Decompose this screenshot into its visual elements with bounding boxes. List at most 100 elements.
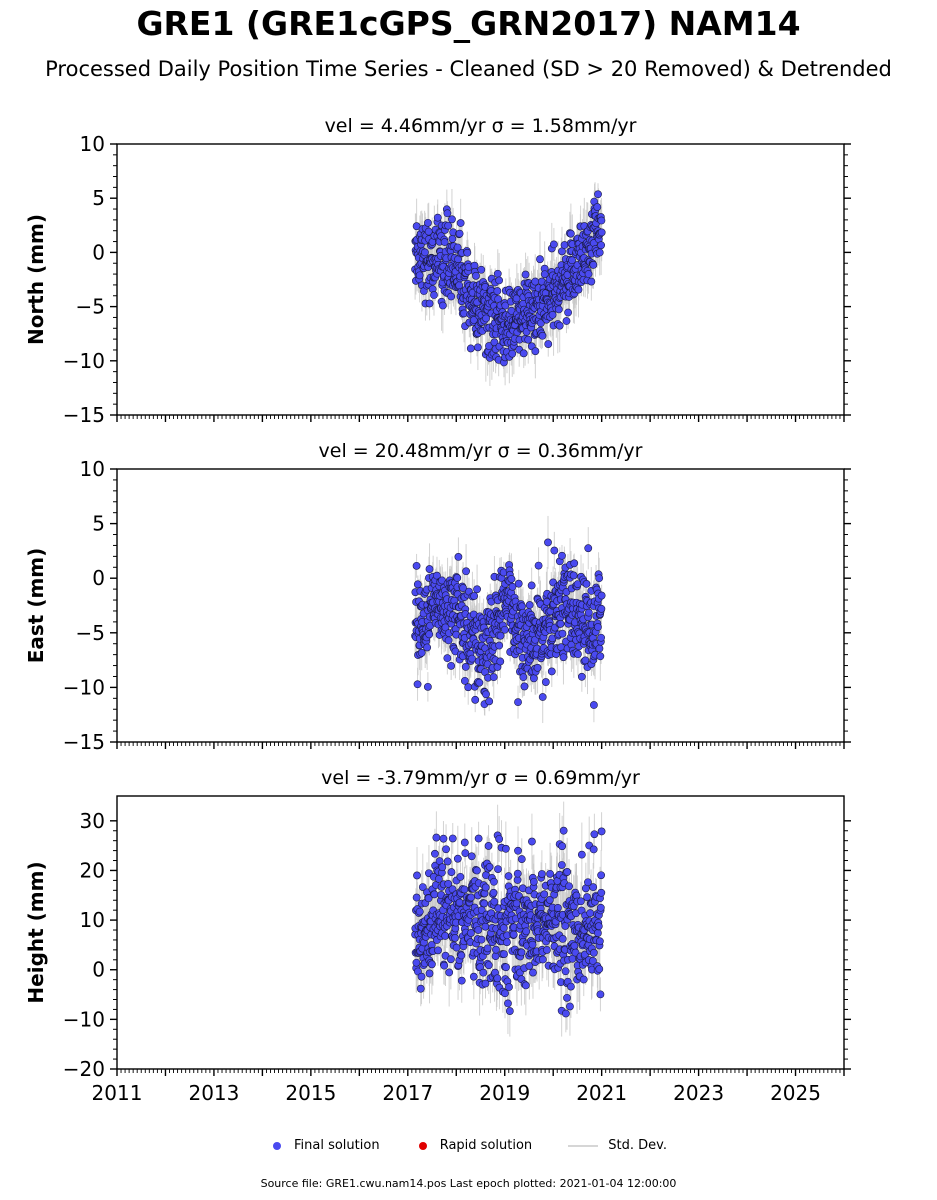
panel-title: vel = -3.79mm/yr σ = 0.69mm/yr [321,767,640,789]
data-point [467,852,476,861]
legend-final-label: Final solution [293,1138,380,1153]
data-point [424,218,432,227]
data-point [557,861,566,869]
figure-subtitle: Processed Daily Position Time Series - C… [45,57,892,81]
data-point [495,641,504,650]
data-point [423,643,432,652]
data-point [564,308,572,317]
data-point [463,248,472,257]
data-point [443,209,452,218]
data-point [561,967,570,976]
data-point [549,240,558,249]
data-point [495,276,503,285]
data-point [455,898,464,907]
data-point [445,968,454,977]
data-point [590,701,598,709]
data-point [460,838,469,847]
data-point [460,885,469,894]
data-point [415,907,424,916]
data-point [542,946,551,954]
data-point [520,682,529,691]
data-point [538,955,547,964]
data-point [586,909,595,918]
data-point [531,347,540,356]
data-point [570,941,579,950]
data-point [432,833,441,842]
data-point [522,927,531,936]
data-point [582,579,591,588]
y-tick-label: 10 [80,457,105,481]
data-point [503,938,511,947]
data-point [597,827,606,836]
y-tick-label: 20 [80,858,105,882]
data-point [456,872,465,881]
data-point [566,229,575,238]
data-point [505,983,513,991]
final-solution-points [411,826,606,1018]
data-point [477,265,486,274]
data-point [496,631,505,640]
data-point [536,255,544,264]
data-point [597,633,605,642]
data-point [514,579,523,588]
data-point [517,602,526,611]
data-point [589,260,598,269]
data-point [561,1009,570,1018]
data-point [485,697,494,706]
data-point [467,929,475,937]
data-point [568,256,576,265]
data-point [434,875,443,883]
data-point [556,619,565,628]
data-point [484,961,493,970]
data-point [425,299,434,308]
data-point [558,629,567,638]
data-point [517,855,526,863]
data-point [467,893,475,902]
data-point [595,937,604,946]
data-point [525,601,534,609]
data-point [519,349,528,358]
data-point [412,561,421,570]
data-point [441,932,450,940]
x-tick-label: 2021 [576,1081,627,1105]
legend-rapid-label: Rapid solution [439,1138,533,1153]
data-point [528,837,536,846]
data-point [504,872,513,881]
data-point [433,571,441,580]
data-point [443,857,452,866]
data-point [517,948,526,957]
data-point [594,922,603,931]
data-point [489,888,498,897]
data-point [493,287,502,295]
data-point [589,948,598,957]
data-point [596,990,605,999]
data-point [472,271,480,280]
data-point [544,340,553,348]
data-point [596,652,605,661]
data-point [453,243,462,252]
data-point [558,551,566,560]
x-tick-label: 2011 [92,1081,143,1105]
data-point [453,854,462,863]
data-point [416,984,425,993]
data-point [576,897,585,906]
data-point [555,321,564,330]
data-point [481,922,490,931]
data-point [587,277,596,286]
data-point [521,981,530,990]
x-tick-label: 2019 [479,1081,530,1105]
data-point [441,623,450,632]
data-point [584,878,592,887]
data-point [451,934,459,942]
y-tick-label: −10 [63,1007,105,1031]
data-point [595,574,604,583]
data-point [473,343,482,352]
data-point [565,882,573,891]
data-point [524,335,533,344]
data-point [448,215,456,224]
data-point [566,1002,574,1011]
data-point [423,682,432,691]
data-point [593,929,602,937]
data-point [558,842,567,851]
